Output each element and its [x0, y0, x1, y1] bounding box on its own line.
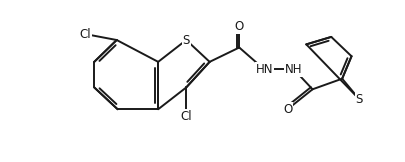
Text: NH: NH — [284, 63, 302, 76]
Text: HN: HN — [255, 63, 272, 76]
Text: Cl: Cl — [180, 110, 192, 123]
Text: O: O — [282, 103, 292, 116]
Text: Cl: Cl — [79, 28, 91, 41]
Text: S: S — [355, 93, 362, 106]
Text: O: O — [234, 20, 243, 33]
Text: S: S — [182, 34, 190, 46]
